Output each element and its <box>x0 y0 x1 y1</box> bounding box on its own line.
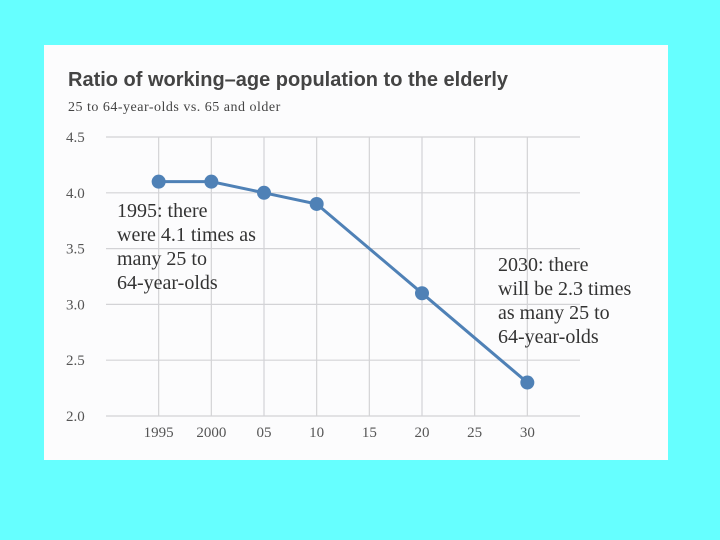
data-point <box>257 185 271 200</box>
annotation-line: 64-year-olds <box>117 272 218 294</box>
data-point <box>309 196 324 211</box>
annotation-line: were 4.1 times as <box>117 224 256 246</box>
annotation-line: 1995: there <box>117 200 208 222</box>
x-tick-label: 05 <box>257 425 272 441</box>
x-tick-label: 2000 <box>196 425 226 441</box>
annotation-line: many 25 to <box>117 248 207 270</box>
x-tick-label: 10 <box>309 425 324 441</box>
x-tick-label: 25 <box>467 425 482 441</box>
annotation-line: will be 2.3 times <box>498 278 632 300</box>
data-point <box>151 174 166 189</box>
annotation-line: as many 25 to <box>498 302 610 324</box>
x-tick-label: 30 <box>520 425 535 441</box>
series-line <box>158 180 529 384</box>
x-tick-label: 15 <box>362 425 377 441</box>
chart-title: Ratio of working–age population to the e… <box>68 69 509 91</box>
x-tick-label: 1995 <box>144 425 174 441</box>
data-point <box>204 174 219 189</box>
y-axis-ticks: 2.0 2.5 3.0 3.5 4.0 4.5 <box>66 130 85 425</box>
annotation-line: 2030: there <box>498 254 589 276</box>
series <box>151 174 535 390</box>
x-axis-ticks: 1995 2000 05 10 15 20 25 30 <box>144 425 535 441</box>
y-tick-label: 3.5 <box>66 242 85 258</box>
data-point <box>415 286 429 301</box>
data-point <box>520 375 535 390</box>
chart-card: Ratio of working–age population to the e… <box>44 45 668 460</box>
y-tick-label: 4.5 <box>66 130 85 146</box>
y-tick-label: 2.5 <box>66 353 85 369</box>
y-tick-label: 2.0 <box>66 409 85 425</box>
x-tick-label: 20 <box>415 425 430 441</box>
gridlines <box>106 136 580 417</box>
y-tick-label: 4.0 <box>66 186 85 202</box>
chart-subtitle: 25 to 64-year-olds vs. 65 and older <box>68 100 281 115</box>
line-chart: Ratio of working–age population to the e… <box>66 69 632 441</box>
annotation-line: 64-year-olds <box>498 326 599 348</box>
y-tick-label: 3.0 <box>66 297 85 313</box>
